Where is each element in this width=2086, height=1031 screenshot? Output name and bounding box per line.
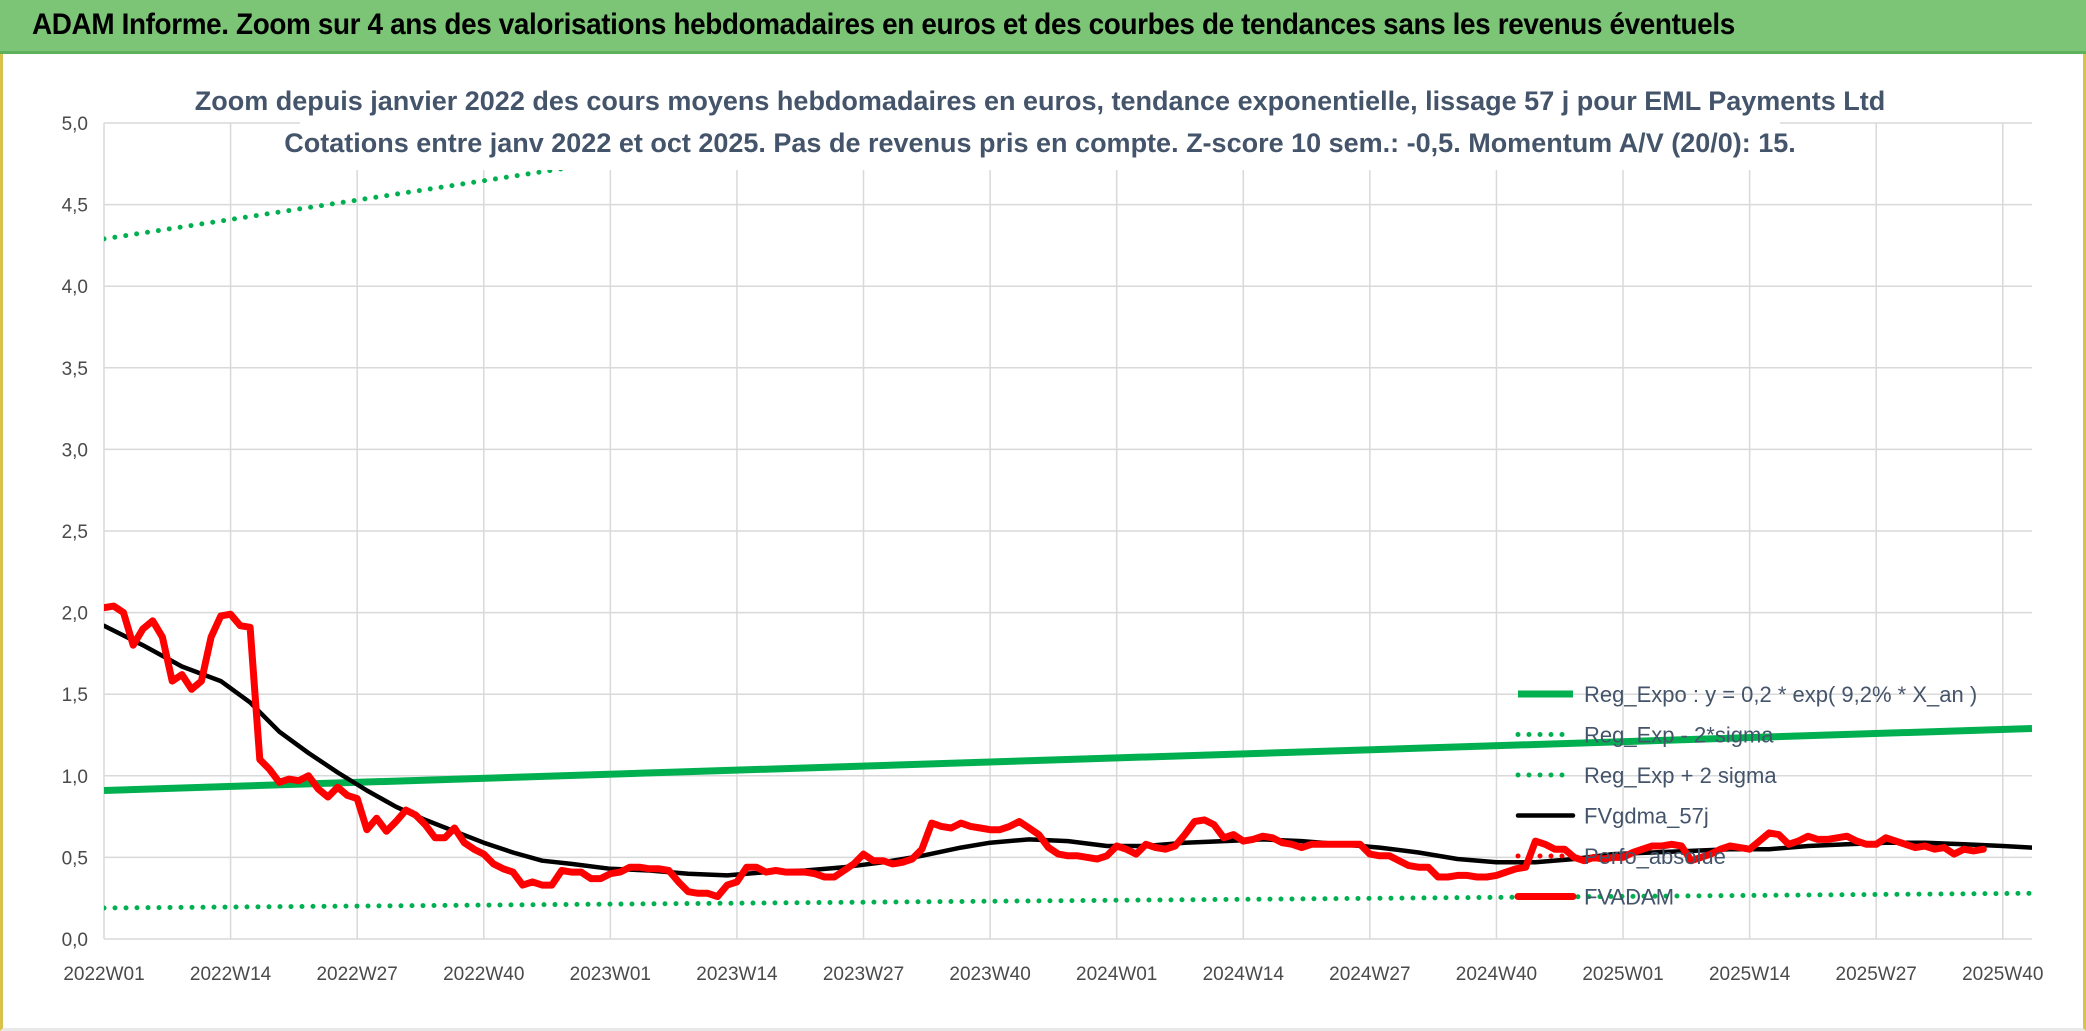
y-tick-label: 5,0 xyxy=(62,114,88,135)
x-tick-label: 2023W01 xyxy=(570,964,651,985)
x-tick-label: 2024W01 xyxy=(1076,964,1157,985)
x-tick-label: 2023W27 xyxy=(823,964,904,985)
y-tick-label: 4,5 xyxy=(62,196,88,217)
title-background xyxy=(300,78,1780,170)
legend-label: Reg_Expo : y = 0,2 * exp( 9,2% * X_an ) xyxy=(1584,682,1977,707)
series-line-3 xyxy=(104,623,2032,878)
legend-label: FVgdma_57j xyxy=(1584,804,1709,829)
legend-label: Reg_Exp + 2 sigma xyxy=(1584,763,1777,788)
series-line-5 xyxy=(104,602,1987,901)
x-tick-label: 2022W14 xyxy=(190,964,272,985)
legend-label: Perfo_absolue xyxy=(1584,844,1726,869)
series-line-1 xyxy=(104,890,2032,911)
x-tick-label: 2025W40 xyxy=(1962,964,2043,985)
chart-legend: Reg_Expo : y = 0,2 * exp( 9,2% * X_an ) R… xyxy=(1514,682,1977,910)
x-tick-label: 2022W01 xyxy=(63,964,144,985)
chart-title-block: Zoom depuis janvier 2022 des cours moyen… xyxy=(195,78,1886,170)
y-tick-label: 0,0 xyxy=(62,930,88,951)
legend-label: Reg_Exp - 2*sigma xyxy=(1584,723,1774,748)
y-tick-label: 4,0 xyxy=(62,277,88,298)
y-tick-label: 1,5 xyxy=(62,685,88,706)
x-tick-label: 2025W14 xyxy=(1709,964,1791,985)
series-line-0 xyxy=(104,725,2032,794)
x-tick-label: 2024W40 xyxy=(1456,964,1537,985)
chart-title: Zoom depuis janvier 2022 des cours moyen… xyxy=(195,86,1886,116)
x-tick-label: 2024W27 xyxy=(1329,964,1410,985)
y-tick-label: 2,0 xyxy=(62,604,88,625)
x-axis-ticks: 2022W01 2022W14 2022W27 2022W40 2023W01 2023W… xyxy=(63,964,2043,985)
y-tick-label: 0,5 xyxy=(62,848,88,869)
banner-title: ADAM Informe. Zoom sur 4 ans des valoris… xyxy=(32,8,1735,41)
x-tick-label: 2025W27 xyxy=(1836,964,1917,985)
y-tick-label: 3,5 xyxy=(62,359,88,380)
y-tick-label: 1,0 xyxy=(62,767,88,788)
chart-grid xyxy=(103,122,2032,940)
y-tick-label: 3,0 xyxy=(62,440,88,461)
series-layer xyxy=(104,118,2032,911)
x-tick-label: 2023W14 xyxy=(696,964,778,985)
x-tick-label: 2023W40 xyxy=(949,964,1030,985)
legend-label: FVADAM xyxy=(1584,885,1674,910)
chart-subtitle: Cotations entre janv 2022 et oct 2025. P… xyxy=(284,128,1796,158)
x-tick-label: 2025W01 xyxy=(1582,964,1663,985)
y-axis-ticks: 0,0 0,5 1,0 1,5 2,0 2,5 3,0 3,5 4,0 4,5 5,0 xyxy=(62,114,88,951)
x-tick-label: 2024W14 xyxy=(1203,964,1285,985)
report-banner: ADAM Informe. Zoom sur 4 ans des valoris… xyxy=(0,0,2086,54)
x-tick-label: 2022W40 xyxy=(443,964,524,985)
x-tick-label: 2022W27 xyxy=(316,964,397,985)
y-tick-label: 2,5 xyxy=(62,522,88,543)
